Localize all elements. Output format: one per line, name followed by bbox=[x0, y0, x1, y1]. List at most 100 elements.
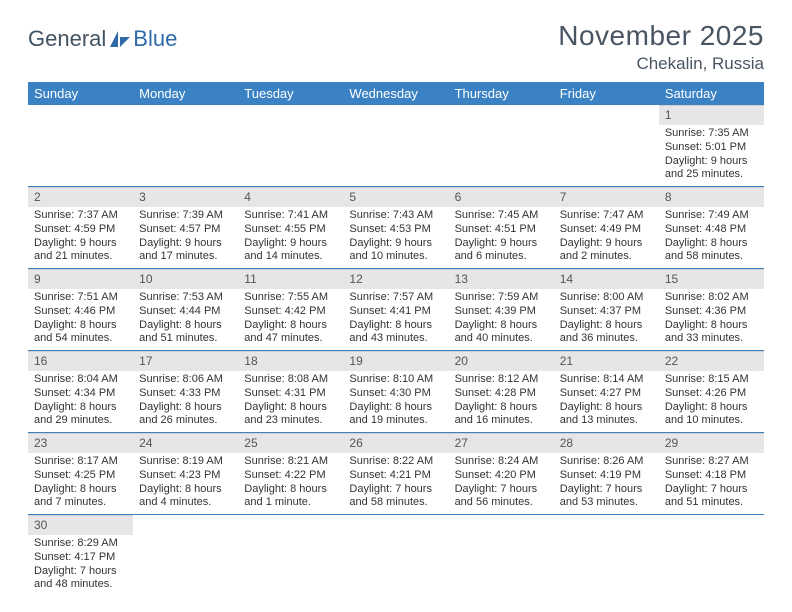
calendar-cell: 13Sunrise: 7:59 AMSunset: 4:39 PMDayligh… bbox=[449, 269, 554, 351]
sunset: Sunset: 4:17 PM bbox=[34, 551, 127, 565]
calendar-cell: 3Sunrise: 7:39 AMSunset: 4:57 PMDaylight… bbox=[133, 187, 238, 269]
sunrise: Sunrise: 7:41 AM bbox=[244, 209, 337, 223]
sunrise: Sunrise: 7:53 AM bbox=[139, 291, 232, 305]
sunset: Sunset: 4:37 PM bbox=[560, 305, 653, 319]
day-details: Sunrise: 8:08 AMSunset: 4:31 PMDaylight:… bbox=[238, 371, 343, 432]
day-details: Sunrise: 7:41 AMSunset: 4:55 PMDaylight:… bbox=[238, 207, 343, 268]
weekday-header: Thursday bbox=[449, 82, 554, 105]
sunset: Sunset: 4:33 PM bbox=[139, 387, 232, 401]
day-details: Sunrise: 7:45 AMSunset: 4:51 PMDaylight:… bbox=[449, 207, 554, 268]
sunrise: Sunrise: 8:00 AM bbox=[560, 291, 653, 305]
sunset: Sunset: 4:34 PM bbox=[34, 387, 127, 401]
day-details: Sunrise: 8:27 AMSunset: 4:18 PMDaylight:… bbox=[659, 453, 764, 514]
calendar-cell bbox=[554, 105, 659, 187]
day-details: Sunrise: 8:21 AMSunset: 4:22 PMDaylight:… bbox=[238, 453, 343, 514]
daylight: Daylight: 8 hours and 13 minutes. bbox=[560, 401, 653, 429]
daylight: Daylight: 7 hours and 51 minutes. bbox=[665, 483, 758, 511]
sunrise: Sunrise: 7:45 AM bbox=[455, 209, 548, 223]
sunrise: Sunrise: 7:55 AM bbox=[244, 291, 337, 305]
day-number: 30 bbox=[28, 515, 133, 535]
daylight: Daylight: 8 hours and 19 minutes. bbox=[349, 401, 442, 429]
daylight: Daylight: 8 hours and 16 minutes. bbox=[455, 401, 548, 429]
calendar-cell: 29Sunrise: 8:27 AMSunset: 4:18 PMDayligh… bbox=[659, 433, 764, 515]
sunset: Sunset: 4:31 PM bbox=[244, 387, 337, 401]
location: Chekalin, Russia bbox=[558, 54, 764, 74]
daylight: Daylight: 8 hours and 7 minutes. bbox=[34, 483, 127, 511]
logo-text-2: Blue bbox=[133, 26, 177, 52]
sunset: Sunset: 4:42 PM bbox=[244, 305, 337, 319]
day-details: Sunrise: 7:35 AMSunset: 5:01 PMDaylight:… bbox=[659, 125, 764, 186]
weekday-header: Saturday bbox=[659, 82, 764, 105]
calendar-cell bbox=[28, 105, 133, 187]
page-title: November 2025 bbox=[558, 20, 764, 52]
daylight: Daylight: 8 hours and 10 minutes. bbox=[665, 401, 758, 429]
sunrise: Sunrise: 8:02 AM bbox=[665, 291, 758, 305]
day-number: 6 bbox=[449, 187, 554, 207]
day-number: 13 bbox=[449, 269, 554, 289]
calendar-cell: 15Sunrise: 8:02 AMSunset: 4:36 PMDayligh… bbox=[659, 269, 764, 351]
day-details: Sunrise: 7:55 AMSunset: 4:42 PMDaylight:… bbox=[238, 289, 343, 350]
calendar-cell: 5Sunrise: 7:43 AMSunset: 4:53 PMDaylight… bbox=[343, 187, 448, 269]
sunrise: Sunrise: 8:26 AM bbox=[560, 455, 653, 469]
sunrise: Sunrise: 8:06 AM bbox=[139, 373, 232, 387]
calendar-cell bbox=[554, 515, 659, 597]
daylight: Daylight: 9 hours and 2 minutes. bbox=[560, 237, 653, 265]
day-details: Sunrise: 8:14 AMSunset: 4:27 PMDaylight:… bbox=[554, 371, 659, 432]
day-details: Sunrise: 8:06 AMSunset: 4:33 PMDaylight:… bbox=[133, 371, 238, 432]
day-number: 10 bbox=[133, 269, 238, 289]
calendar-cell: 2Sunrise: 7:37 AMSunset: 4:59 PMDaylight… bbox=[28, 187, 133, 269]
day-number: 21 bbox=[554, 351, 659, 371]
logo-text-1: General bbox=[28, 26, 106, 52]
day-number: 18 bbox=[238, 351, 343, 371]
calendar-cell: 4Sunrise: 7:41 AMSunset: 4:55 PMDaylight… bbox=[238, 187, 343, 269]
sail-icon bbox=[108, 29, 132, 49]
calendar-cell: 26Sunrise: 8:22 AMSunset: 4:21 PMDayligh… bbox=[343, 433, 448, 515]
day-details: Sunrise: 8:04 AMSunset: 4:34 PMDaylight:… bbox=[28, 371, 133, 432]
day-details: Sunrise: 7:39 AMSunset: 4:57 PMDaylight:… bbox=[133, 207, 238, 268]
calendar-cell bbox=[449, 515, 554, 597]
sunset: Sunset: 4:19 PM bbox=[560, 469, 653, 483]
calendar-cell: 24Sunrise: 8:19 AMSunset: 4:23 PMDayligh… bbox=[133, 433, 238, 515]
sunrise: Sunrise: 8:12 AM bbox=[455, 373, 548, 387]
day-details: Sunrise: 8:19 AMSunset: 4:23 PMDaylight:… bbox=[133, 453, 238, 514]
daylight: Daylight: 9 hours and 6 minutes. bbox=[455, 237, 548, 265]
calendar-cell: 28Sunrise: 8:26 AMSunset: 4:19 PMDayligh… bbox=[554, 433, 659, 515]
header: General Blue November 2025 Chekalin, Rus… bbox=[28, 20, 764, 74]
daylight: Daylight: 9 hours and 10 minutes. bbox=[349, 237, 442, 265]
calendar-cell: 7Sunrise: 7:47 AMSunset: 4:49 PMDaylight… bbox=[554, 187, 659, 269]
sunset: Sunset: 4:48 PM bbox=[665, 223, 758, 237]
daylight: Daylight: 9 hours and 21 minutes. bbox=[34, 237, 127, 265]
day-number: 5 bbox=[343, 187, 448, 207]
daylight: Daylight: 8 hours and 33 minutes. bbox=[665, 319, 758, 347]
daylight: Daylight: 9 hours and 25 minutes. bbox=[665, 155, 758, 183]
day-number: 24 bbox=[133, 433, 238, 453]
calendar-cell: 23Sunrise: 8:17 AMSunset: 4:25 PMDayligh… bbox=[28, 433, 133, 515]
calendar-cell: 25Sunrise: 8:21 AMSunset: 4:22 PMDayligh… bbox=[238, 433, 343, 515]
sunrise: Sunrise: 8:10 AM bbox=[349, 373, 442, 387]
day-number: 28 bbox=[554, 433, 659, 453]
sunset: Sunset: 4:44 PM bbox=[139, 305, 232, 319]
daylight: Daylight: 7 hours and 56 minutes. bbox=[455, 483, 548, 511]
day-details: Sunrise: 8:17 AMSunset: 4:25 PMDaylight:… bbox=[28, 453, 133, 514]
sunset: Sunset: 4:28 PM bbox=[455, 387, 548, 401]
sunset: Sunset: 4:30 PM bbox=[349, 387, 442, 401]
calendar-cell: 9Sunrise: 7:51 AMSunset: 4:46 PMDaylight… bbox=[28, 269, 133, 351]
sunrise: Sunrise: 7:59 AM bbox=[455, 291, 548, 305]
day-details: Sunrise: 8:02 AMSunset: 4:36 PMDaylight:… bbox=[659, 289, 764, 350]
day-number: 15 bbox=[659, 269, 764, 289]
day-details: Sunrise: 7:57 AMSunset: 4:41 PMDaylight:… bbox=[343, 289, 448, 350]
calendar-cell: 27Sunrise: 8:24 AMSunset: 4:20 PMDayligh… bbox=[449, 433, 554, 515]
calendar-cell: 11Sunrise: 7:55 AMSunset: 4:42 PMDayligh… bbox=[238, 269, 343, 351]
calendar-cell: 21Sunrise: 8:14 AMSunset: 4:27 PMDayligh… bbox=[554, 351, 659, 433]
sunrise: Sunrise: 7:35 AM bbox=[665, 127, 758, 141]
calendar-body: 1Sunrise: 7:35 AMSunset: 5:01 PMDaylight… bbox=[28, 105, 764, 596]
sunrise: Sunrise: 8:08 AM bbox=[244, 373, 337, 387]
sunrise: Sunrise: 8:17 AM bbox=[34, 455, 127, 469]
weekday-header: Tuesday bbox=[238, 82, 343, 105]
day-details: Sunrise: 7:53 AMSunset: 4:44 PMDaylight:… bbox=[133, 289, 238, 350]
daylight: Daylight: 8 hours and 47 minutes. bbox=[244, 319, 337, 347]
sunrise: Sunrise: 7:57 AM bbox=[349, 291, 442, 305]
sunset: Sunset: 4:20 PM bbox=[455, 469, 548, 483]
sunrise: Sunrise: 8:29 AM bbox=[34, 537, 127, 551]
day-details: Sunrise: 8:22 AMSunset: 4:21 PMDaylight:… bbox=[343, 453, 448, 514]
